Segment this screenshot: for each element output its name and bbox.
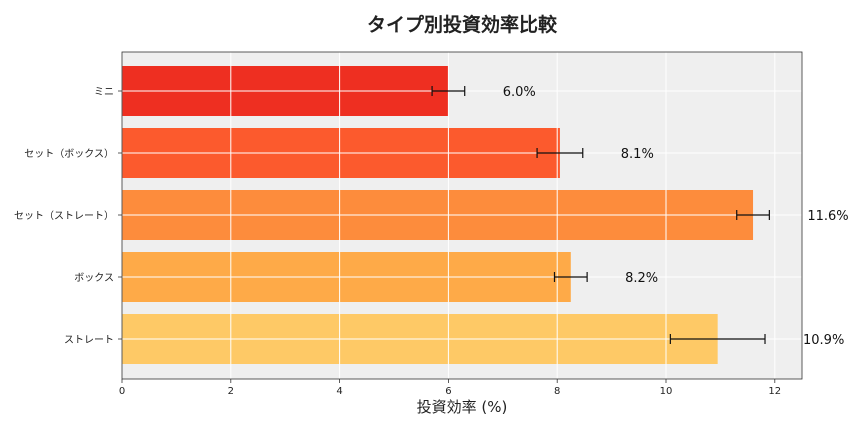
y-tick-label: ボックス [74,272,114,284]
data-label: 11.6% [807,209,848,224]
data-label: 8.1% [621,147,654,162]
error-bar [536,148,584,158]
y-tick-label: ストレート [64,335,114,346]
x-tick-label: 4 [336,386,342,397]
data-labels: 6.0% 8.1% 11.6% 8.2% 10.9% [503,85,849,348]
x-tick-label: 8 [554,386,560,397]
chart-title: タイプ別投資効率比較 [367,13,558,36]
x-tick-label: 2 [228,386,234,397]
plot-frame [121,51,803,380]
error-bar [736,210,770,220]
data-label: 6.0% [503,85,536,100]
error-bar [669,334,766,344]
error-bar [553,272,588,282]
x-axis-label: 投資効率 (%) [417,398,508,416]
y-tick-label: セット（ボックス） [24,148,114,160]
x-tick-label: 10 [660,386,673,397]
x-tick-label: 6 [445,386,451,397]
error-bars [431,86,770,344]
y-tick-label: ミニ [94,87,114,98]
data-label: 8.2% [625,271,658,286]
y-tick-label: セット（ストレート） [14,210,114,222]
x-tick-label: 0 [119,386,125,397]
error-bar [431,86,466,96]
x-tick-label: 12 [768,386,781,397]
x-axis-ticks: 0 2 4 6 8 10 12 [119,379,781,397]
data-label: 10.9% [803,333,844,348]
